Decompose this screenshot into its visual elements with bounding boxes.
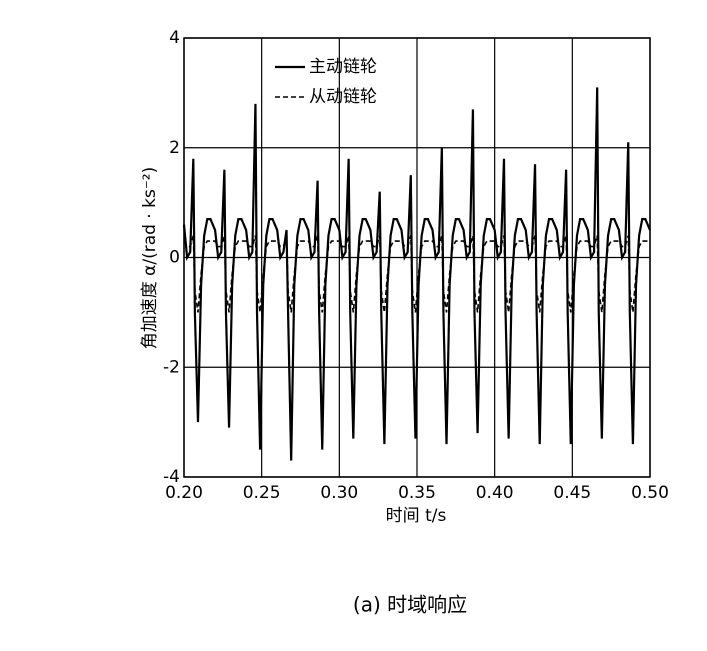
x-axis-label: 时间 t/s [386,506,447,526]
data-line [183,235,650,313]
y-tick-label: 0 [169,248,180,268]
x-tick-label: 0.25 [243,483,281,503]
legend-label: 主动链轮 [309,57,377,77]
plot-frame [183,37,651,478]
y-tick-label: -2 [163,357,180,377]
y-tick-label: 4 [169,28,180,48]
x-tick-label: 0.45 [553,483,591,503]
y-axis-label: 角加速度 α/(rad · ks⁻²) [140,167,160,350]
y-tick-label: -4 [163,467,180,487]
x-tick-label: 0.20 [165,483,203,503]
x-tick-label: 0.30 [320,483,358,503]
x-tick-label: 0.50 [631,483,669,503]
legend-label: 从动链轮 [309,87,377,107]
x-tick-label: 0.40 [476,483,514,503]
data-line [182,87,652,461]
x-tick-label: 0.35 [398,483,436,503]
caption: (a) 时域响应 [353,593,467,617]
y-tick-label: 2 [169,138,180,158]
